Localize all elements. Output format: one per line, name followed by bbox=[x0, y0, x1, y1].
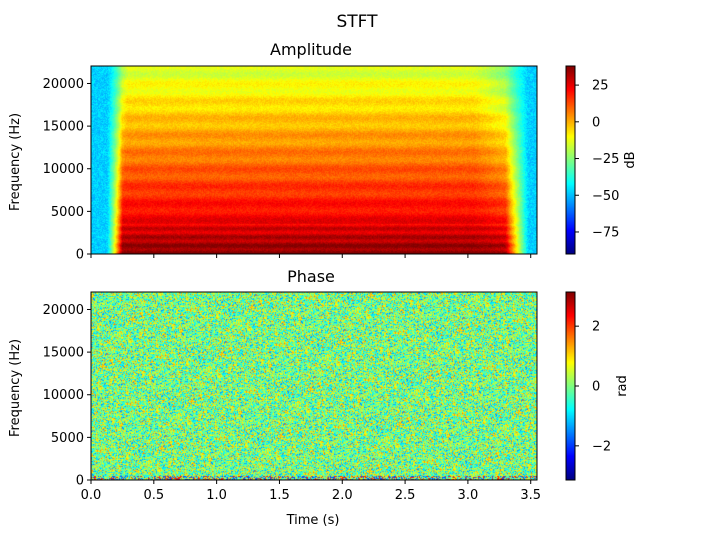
colorbar-tick-label: −25 bbox=[592, 152, 619, 167]
y-tick-label: 10000 bbox=[43, 388, 84, 403]
x-tick-label: 3.0 bbox=[458, 488, 479, 503]
x-tick-label: 1.0 bbox=[206, 488, 227, 503]
y-tick-label: 5000 bbox=[51, 205, 84, 220]
colorbar-tick-label: 0 bbox=[592, 115, 600, 130]
amplitude-ylabel: Frequency (Hz) bbox=[8, 113, 23, 211]
x-tick-label: 0.5 bbox=[143, 488, 164, 503]
y-tick-label: 0 bbox=[76, 474, 84, 489]
figure-title: STFT bbox=[336, 12, 378, 32]
y-tick-label: 20000 bbox=[43, 303, 84, 318]
phase-title: Phase bbox=[287, 267, 335, 286]
x-tick-label: 2.0 bbox=[332, 488, 353, 503]
amplitude-title: Amplitude bbox=[270, 40, 352, 59]
colorbar-frame bbox=[565, 65, 576, 255]
amplitude-colorbar bbox=[566, 66, 575, 254]
phase-colorbar bbox=[566, 292, 575, 480]
x-tick-label: 3.5 bbox=[520, 488, 541, 503]
y-tick-label: 15000 bbox=[43, 120, 84, 135]
y-tick-label: 0 bbox=[76, 248, 84, 263]
phase-colorbar-label: rad bbox=[615, 375, 630, 397]
amplitude-spectrogram bbox=[91, 66, 537, 254]
colorbar-tick-label: 0 bbox=[592, 380, 600, 395]
y-tick-label: 10000 bbox=[43, 162, 84, 177]
phase-ylabel: Frequency (Hz) bbox=[8, 339, 23, 437]
amplitude-colorbar-label: dB bbox=[623, 151, 638, 168]
colorbar-frame bbox=[565, 291, 576, 481]
y-tick-label: 5000 bbox=[51, 431, 84, 446]
colorbar-tick-label: −2 bbox=[592, 439, 611, 454]
colorbar-tick-label: 25 bbox=[592, 79, 609, 94]
x-tick-label: 2.5 bbox=[395, 488, 416, 503]
plot-frame bbox=[90, 291, 538, 481]
y-tick-label: 15000 bbox=[43, 346, 84, 361]
colorbar-tick-label: 2 bbox=[592, 320, 600, 335]
x-tick-label: 0.0 bbox=[81, 488, 102, 503]
colorbar-tick-label: −50 bbox=[592, 189, 619, 204]
x-tick-label: 1.5 bbox=[269, 488, 290, 503]
colorbar-tick-label: −75 bbox=[592, 225, 619, 240]
phase-xlabel: Time (s) bbox=[286, 513, 340, 528]
phase-spectrogram bbox=[91, 292, 537, 480]
y-tick-label: 20000 bbox=[43, 77, 84, 92]
plot-frame bbox=[90, 65, 538, 255]
